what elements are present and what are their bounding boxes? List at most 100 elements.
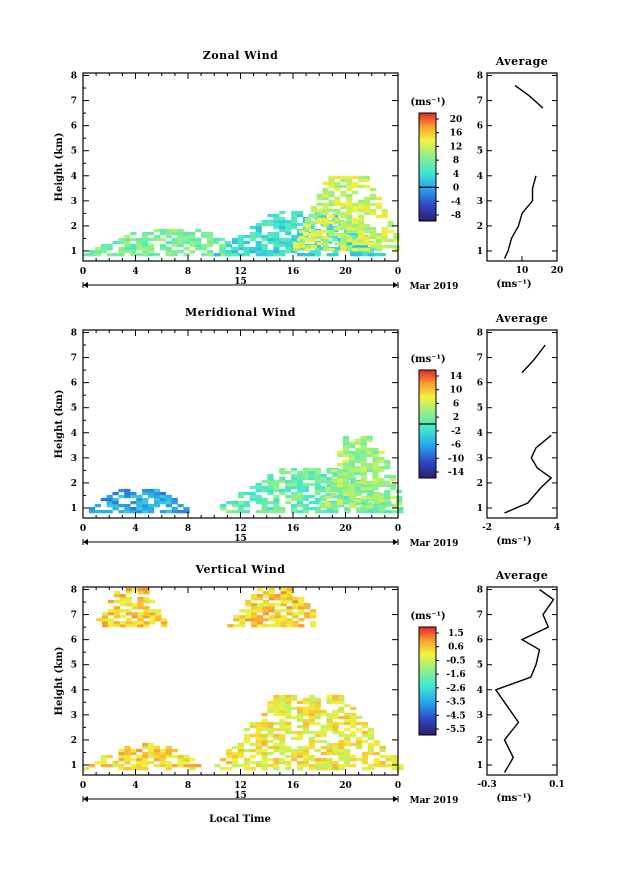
heatmap-cell [189, 250, 196, 254]
avg-y-tick-label: 7 [477, 611, 483, 621]
heatmap-cell [373, 510, 380, 514]
heatmap-cell [358, 178, 365, 183]
heatmap-cell [249, 767, 256, 771]
heatmap-cell [302, 730, 309, 735]
y-tick-label: 3 [71, 711, 77, 721]
heatmap-cell [379, 745, 386, 750]
heatmap-cell [143, 624, 150, 628]
heatmap-cell [340, 178, 347, 183]
heatmap-cell [255, 742, 262, 747]
heatmap-cell [183, 754, 190, 759]
heatmap-cell [348, 462, 355, 467]
heatmap-cell [296, 748, 304, 753]
heatmap-cell [268, 624, 275, 628]
heatmap-cell [340, 205, 347, 210]
heatmap-cell [302, 697, 309, 702]
heatmap-cell [302, 510, 309, 514]
heatmap-cell [279, 250, 286, 254]
heatmap-cell [291, 751, 298, 756]
heatmap-cell [165, 247, 172, 251]
heatmap-cell [267, 703, 274, 708]
heatmap-cell [346, 214, 353, 219]
heatmap-cell [273, 712, 280, 717]
heatmap-cell [273, 237, 280, 242]
heatmap-cell [124, 504, 131, 508]
heatmap-cell [314, 479, 321, 484]
heatmap-cell [112, 253, 119, 257]
heatmap-cell [332, 694, 339, 699]
heatmap-cell [177, 761, 184, 765]
heatmap-cell [302, 473, 309, 478]
heatmap-cell [338, 739, 345, 744]
heatmap-cell [308, 222, 315, 227]
heatmap-cell [308, 501, 315, 505]
heatmap-cell [183, 253, 190, 257]
heatmap-cell [302, 467, 309, 472]
heatmap-cell [373, 761, 380, 765]
heatmap-cell [378, 480, 385, 485]
heatmap-cell [261, 253, 268, 257]
heatmap-cell [338, 742, 345, 747]
heatmap-cell [267, 721, 274, 726]
heatmap-cell [279, 470, 286, 475]
heatmap-cell [320, 485, 327, 490]
heatmap-cell [291, 736, 298, 741]
heatmap-cell [255, 745, 262, 750]
heatmap-cell [328, 202, 335, 207]
y-tick-label: 2 [71, 222, 77, 232]
avg-x-tick-label: 4 [554, 523, 560, 533]
heatmap-cell [296, 479, 304, 484]
heatmap-cell [255, 761, 262, 765]
heatmap-cell [273, 703, 280, 708]
y-tick-label: 1 [71, 761, 77, 771]
heatmap-cell [130, 250, 137, 254]
heatmap-cell [273, 697, 280, 702]
colorbar-tick-label: 16 [450, 129, 463, 139]
heatmap-cell [319, 495, 326, 500]
heatmap-cell [354, 438, 361, 443]
heatmap-cell [320, 712, 327, 717]
heatmap-cell [143, 591, 150, 595]
heatmap-cell [256, 618, 264, 622]
heatmap-cell [142, 504, 149, 508]
heatmap-cell [338, 758, 345, 762]
heatmap-cell [106, 754, 113, 759]
heatmap-cell [249, 225, 256, 230]
heatmap-cell [177, 250, 184, 254]
heatmap-cell [268, 615, 275, 619]
heatmap-cell [302, 482, 309, 487]
heatmap-cell [385, 764, 392, 768]
heatmap-cell [369, 241, 376, 246]
heatmap-cell [367, 488, 374, 493]
heatmap-cell [251, 597, 258, 601]
heatmap-cell [261, 712, 268, 717]
heatmap-cell [243, 767, 250, 771]
colorbar-tick-label: -8 [451, 211, 461, 221]
heatmap-cell [291, 491, 298, 496]
heatmap-cell [255, 228, 262, 233]
heatmap-cell [319, 502, 326, 506]
heatmap-cell [279, 712, 286, 717]
heatmap-cell [118, 758, 125, 762]
heatmap-cell [346, 196, 353, 201]
heatmap-cell [251, 615, 258, 619]
heatmap-cell [326, 721, 333, 726]
heatmap-cell [130, 244, 137, 248]
heatmap-cell [328, 199, 335, 204]
heatmap-cell [358, 238, 365, 243]
heatmap-cell [332, 715, 339, 720]
y-axis-label: Height (km) [54, 390, 65, 459]
heatmap-cell [251, 612, 258, 616]
heatmap-cell [352, 205, 359, 210]
heatmap-cell [308, 473, 315, 478]
heatmap-cell [279, 706, 286, 711]
heatmap-cell [273, 736, 280, 741]
heatmap-cell [332, 761, 339, 765]
heatmap-cell [384, 474, 391, 479]
heatmap-cell [161, 624, 168, 628]
heatmap-cell [332, 473, 339, 478]
heatmap-cell [94, 247, 101, 251]
heatmap-cell [322, 238, 329, 243]
heatmap-cell [308, 694, 315, 699]
heatmap-cell [273, 247, 280, 251]
